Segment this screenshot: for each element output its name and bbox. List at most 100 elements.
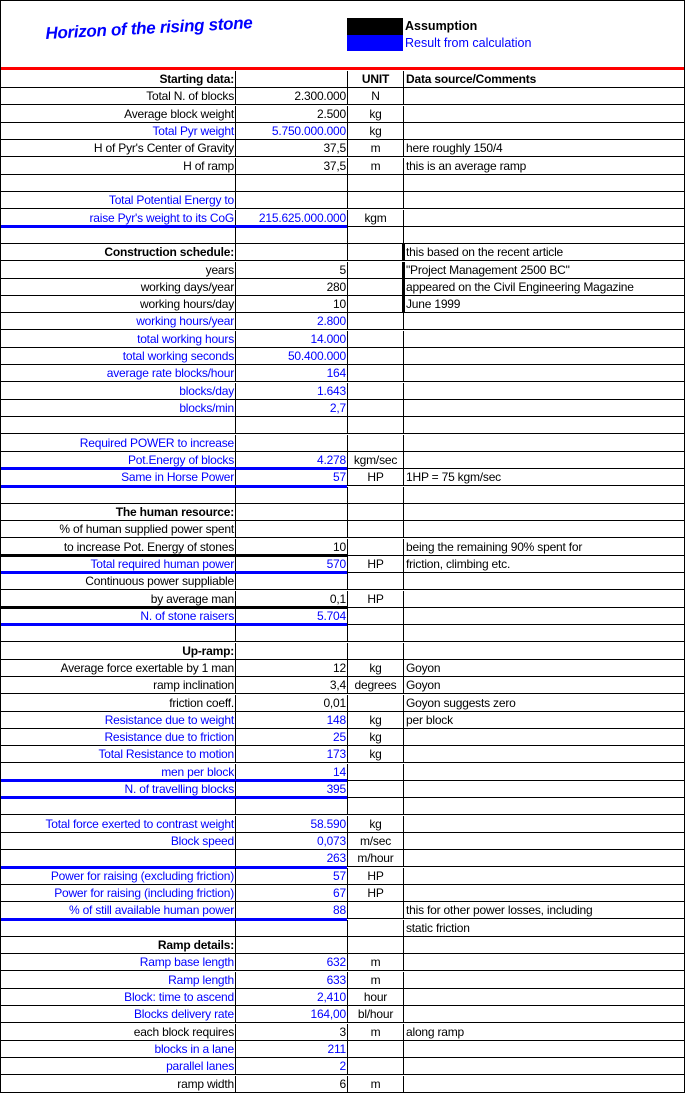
- row-label[interactable]: blocks/min: [1, 400, 236, 418]
- row-unit[interactable]: N: [348, 88, 404, 106]
- row-comment[interactable]: [404, 625, 684, 643]
- row-value[interactable]: 37,5: [235, 140, 348, 158]
- row-comment[interactable]: [404, 175, 684, 192]
- row-value[interactable]: 10: [235, 296, 348, 314]
- row-label[interactable]: [1, 625, 236, 643]
- row-unit[interactable]: [348, 902, 404, 920]
- row-comment[interactable]: static friction: [404, 920, 684, 937]
- row-unit[interactable]: [348, 781, 404, 799]
- row-label[interactable]: total working seconds: [1, 348, 236, 366]
- row-comment[interactable]: [404, 210, 684, 227]
- row-unit[interactable]: UNIT: [348, 71, 404, 88]
- row-comment[interactable]: [404, 816, 684, 833]
- row-label[interactable]: Blocks delivery rate: [1, 1006, 236, 1024]
- row-value[interactable]: 211: [235, 1040, 348, 1058]
- row-comment[interactable]: [404, 643, 684, 660]
- row-comment[interactable]: [404, 521, 684, 539]
- row-value[interactable]: [235, 226, 348, 244]
- row-value[interactable]: [235, 504, 348, 521]
- row-label[interactable]: H of Pyr's Center of Gravity: [1, 140, 236, 158]
- row-label[interactable]: Average force exertable by 1 man: [1, 659, 236, 677]
- row-value[interactable]: [235, 642, 348, 660]
- row-unit[interactable]: m: [348, 157, 404, 175]
- row-comment[interactable]: being the remaining 90% spent for: [404, 539, 684, 556]
- row-comment[interactable]: Goyon suggests zero: [404, 695, 684, 712]
- row-value[interactable]: 2,7: [235, 400, 348, 418]
- row-unit[interactable]: m: [348, 1075, 404, 1093]
- row-label[interactable]: Construction schedule:: [1, 244, 236, 262]
- row-value[interactable]: 2.800: [235, 313, 348, 331]
- row-label[interactable]: working days/year: [1, 278, 236, 296]
- row-unit[interactable]: [348, 348, 404, 366]
- row-unit[interactable]: [348, 521, 404, 539]
- row-label[interactable]: Ramp base length: [1, 954, 236, 972]
- row-comment[interactable]: [404, 88, 684, 106]
- row-value[interactable]: 0,01: [235, 694, 348, 712]
- row-comment[interactable]: [404, 798, 684, 816]
- row-label[interactable]: total working hours: [1, 330, 236, 348]
- row-label[interactable]: The human resource:: [1, 504, 236, 521]
- row-unit[interactable]: [348, 400, 404, 418]
- row-value[interactable]: 2.500: [235, 105, 348, 123]
- row-label[interactable]: average rate blocks/hour: [1, 365, 236, 383]
- row-comment[interactable]: [404, 885, 684, 903]
- row-value[interactable]: [235, 521, 348, 539]
- row-unit[interactable]: [348, 261, 404, 279]
- row-label[interactable]: Block: time to ascend: [1, 988, 236, 1006]
- row-comment[interactable]: 1HP = 75 kgm/sec: [404, 469, 684, 487]
- row-label[interactable]: [1, 417, 236, 435]
- row-unit[interactable]: kg: [348, 105, 404, 123]
- row-label[interactable]: Required POWER to increase: [1, 434, 236, 452]
- row-value[interactable]: [235, 486, 348, 504]
- row-label[interactable]: [1, 798, 236, 816]
- row-comment[interactable]: here roughly 150/4: [404, 140, 684, 158]
- row-comment[interactable]: [404, 781, 684, 799]
- row-value[interactable]: [235, 192, 348, 210]
- row-comment[interactable]: friction, climbing etc.: [404, 556, 684, 573]
- row-comment[interactable]: [404, 868, 684, 885]
- row-comment[interactable]: appeared on the Civil Engineering Magazi…: [402, 278, 684, 296]
- row-value[interactable]: [235, 434, 348, 452]
- row-value[interactable]: [235, 625, 348, 643]
- row-value[interactable]: 633: [235, 971, 348, 989]
- row-comment[interactable]: [404, 833, 684, 851]
- row-value[interactable]: 6: [235, 1075, 348, 1093]
- row-label[interactable]: friction coeff.: [1, 694, 236, 712]
- row-value[interactable]: 50.400.000: [235, 348, 348, 366]
- row-comment[interactable]: [404, 608, 684, 625]
- row-comment[interactable]: [404, 972, 684, 989]
- row-comment[interactable]: [404, 331, 684, 348]
- row-unit[interactable]: [348, 573, 404, 591]
- row-label[interactable]: Up-ramp:: [1, 642, 236, 660]
- row-value[interactable]: 3,4: [235, 677, 348, 695]
- row-comment[interactable]: [404, 746, 684, 764]
- row-unit[interactable]: [348, 244, 404, 262]
- row-comment[interactable]: [404, 1076, 684, 1093]
- row-comment[interactable]: [404, 1058, 684, 1076]
- row-label[interactable]: Total force exerted to contrast weight: [1, 815, 236, 833]
- row-unit[interactable]: hour: [348, 988, 404, 1006]
- row-comment[interactable]: [404, 764, 684, 781]
- row-comment[interactable]: [404, 123, 684, 140]
- row-unit[interactable]: [348, 642, 404, 660]
- row-label[interactable]: Resistance due to friction: [1, 729, 236, 747]
- row-value[interactable]: 37,5: [235, 157, 348, 175]
- row-unit[interactable]: [348, 798, 404, 816]
- row-comment[interactable]: this for other power losses, including: [404, 902, 684, 920]
- row-value[interactable]: 5.750.000.000: [235, 122, 348, 140]
- row-label[interactable]: ramp inclination: [1, 677, 236, 695]
- row-comment[interactable]: [404, 729, 684, 747]
- row-label[interactable]: Total Pyr weight: [1, 122, 236, 140]
- row-comment[interactable]: [404, 452, 684, 470]
- row-comment[interactable]: [404, 365, 684, 383]
- row-value[interactable]: 632: [235, 954, 348, 972]
- row-label[interactable]: Ramp details:: [1, 937, 236, 954]
- row-unit[interactable]: [348, 330, 404, 348]
- row-unit[interactable]: m: [348, 971, 404, 989]
- row-value[interactable]: [235, 244, 348, 262]
- row-label[interactable]: [1, 486, 236, 504]
- row-value[interactable]: 2: [235, 1058, 348, 1076]
- row-unit[interactable]: [348, 1040, 404, 1058]
- row-comment[interactable]: [404, 937, 684, 954]
- row-value[interactable]: 57: [235, 867, 348, 885]
